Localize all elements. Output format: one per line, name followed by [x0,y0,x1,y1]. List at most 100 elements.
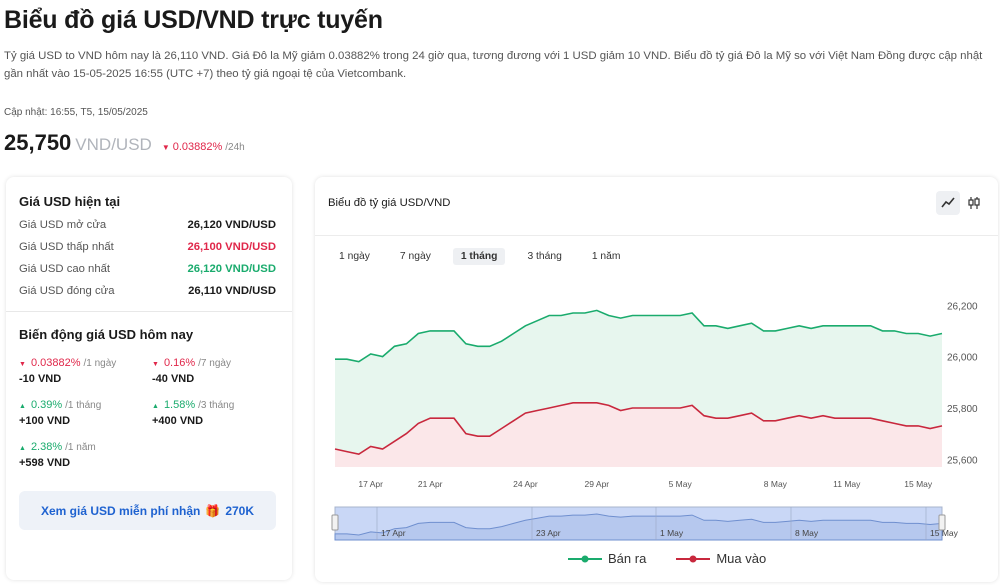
series-line-1 [334,402,943,456]
legend-label: Bán ra [608,551,647,566]
changes-title: Biến động giá USD hôm nay [19,327,194,342]
navigator-right-handle[interactable] [938,514,946,531]
stat-high: Giá USD cao nhất 26,120 VND/USD [19,263,276,275]
current-price: 25,750 [4,130,72,155]
up-arrow-icon: ▲ [19,403,26,410]
chart-legend: Bán ra Mua vào [568,551,766,566]
x-tick-label: 29 Apr [585,479,610,489]
change-amount: +400 VND [152,415,204,427]
candlestick-icon [968,197,980,209]
change-7-day: ▼ 0.16%/7 ngày -40 VND [152,357,231,385]
cta-reward: 270K [225,503,254,518]
stat-value: 26,100 VND/USD [187,241,276,253]
change-1-year: ▲ 2.38%/1 năm +598 VND [19,441,96,469]
change-1-day: ▼ 0.03882%/1 ngày -10 VND [19,357,116,385]
stat-label: Giá USD cao nhất [19,263,111,275]
change-period: /3 tháng [198,400,235,411]
stat-label: Giá USD mở cửa [19,219,107,231]
navigator-label: 23 Apr [536,528,561,538]
stat-value: 26,120 VND/USD [187,219,276,231]
change-amount: -10 VND [19,373,62,385]
x-tick-label: 5 May [669,479,693,489]
legend-sell-marker-icon [568,555,602,562]
y-tick-label: 26,200 [947,301,978,312]
updated-time: Cập nhật: 16:55, T5, 15/05/2025 [4,107,148,118]
chart-card: Biểu đồ tỷ giá USD/VND 1 ngày 7 ngày 1 t… [315,177,998,582]
tab-1-day[interactable]: 1 ngày [339,251,370,262]
change-amount: +598 VND [19,457,71,469]
price-unit: VND/USD [75,135,152,154]
free-price-cta-button[interactable]: Xem giá USD miễn phí nhận 🎁 270K [19,491,276,530]
change-period: /7 ngày [198,358,231,369]
tab-1-month[interactable]: 1 tháng [452,248,506,265]
down-arrow-icon: ▼ [152,361,159,368]
down-arrow-icon: ▼ [161,143,170,152]
up-arrow-icon: ▲ [19,445,26,452]
stat-close: Giá USD đóng cửa 26,110 VND/USD [19,285,276,297]
down-arrow-icon: ▼ [19,361,26,368]
change-amount: -40 VND [152,373,195,385]
x-tick-label: 15 May [904,479,933,489]
series-line-0 [335,309,943,363]
stat-value: 26,110 VND/USD [188,285,276,297]
x-tick-label: 24 Apr [513,479,538,489]
up-arrow-icon: ▲ [152,403,159,410]
price-chart[interactable]: 26,200 26,000 25,800 25,600 17 Apr 21 Apr 24 A… [315,177,998,582]
tab-3-month[interactable]: 3 tháng [527,251,562,262]
legend-buy-marker-icon [676,555,711,562]
stat-label: Giá USD đóng cửa [19,285,115,297]
price-change-pct: 0.03882% [172,141,223,153]
change-period: /1 tháng [65,400,102,411]
y-tick-label: 25,600 [947,455,978,466]
change-pct: 2.38% [30,441,63,453]
legend-label: Mua vào [716,551,767,566]
chart-type-switch [936,191,986,215]
tab-1-year[interactable]: 1 năm [591,251,621,262]
stat-value: 26,120 VND/USD [187,263,276,275]
candlestick-chart-button[interactable] [962,191,986,215]
change-3-month: ▲ 1.58%/3 tháng +400 VND [152,399,234,427]
cta-label: Xem giá USD miễn phí nhận [41,503,201,518]
series-area-1 [335,402,942,467]
price-change-period: /24h [225,142,245,153]
price-summary: 25,750 VND/USD ▼ 0.03882% /24h [4,130,245,156]
change-pct: 0.03882% [30,357,81,369]
period-tabs: 1 ngày 7 ngày 1 tháng 3 tháng 1 năm [331,248,628,265]
y-tick-label: 25,800 [947,404,978,415]
change-amount: +100 VND [19,415,71,427]
price-change: ▼ 0.03882% /24h [162,141,245,153]
current-price-title: Giá USD hiện tại [19,194,121,209]
navigator-series [334,513,943,541]
line-chart-icon [941,197,955,208]
navigator-label: 1 May [660,528,684,538]
change-period: /1 năm [65,442,96,453]
stat-open: Giá USD mở cửa 26,120 VND/USD [19,219,276,231]
legend-item-sell[interactable]: Bán ra [568,551,646,566]
change-1-month: ▲ 0.39%/1 tháng +100 VND [19,399,101,427]
change-pct: 1.58% [163,399,196,411]
navigator-label: 8 May [795,528,819,538]
chart-title: Biểu đồ tỷ giá USD/VND [328,197,451,209]
stat-label: Giá USD thấp nhất [19,241,114,253]
change-pct: 0.16% [163,357,196,369]
x-tick-label: 17 Apr [358,479,383,489]
tab-7-day[interactable]: 7 ngày [399,251,431,262]
x-tick-label: 21 Apr [418,479,443,489]
x-tick-label: 8 May [764,479,788,489]
card-divider [6,311,292,312]
navigator-label: 17 Apr [381,528,406,538]
navigator-left-handle[interactable] [331,514,339,531]
page-title: Biểu đồ giá USD/VND trực tuyến [4,6,383,34]
navigator-label: 15 May [930,528,959,538]
stat-low: Giá USD thấp nhất 26,100 VND/USD [19,241,276,253]
change-pct: 0.39% [30,399,63,411]
gift-icon: 🎁 [205,503,221,518]
legend-item-buy[interactable]: Mua vào [676,551,766,566]
x-tick-label: 11 May [833,479,861,489]
change-period: /1 ngày [83,358,117,369]
current-price-card: Giá USD hiện tại Giá USD mở cửa 26,120 V… [6,177,292,580]
chart-header-divider [315,235,998,236]
page-description: Tỷ giá USD to VND hôm nay là 26,110 VND.… [4,50,983,80]
line-chart-button[interactable] [936,191,960,215]
